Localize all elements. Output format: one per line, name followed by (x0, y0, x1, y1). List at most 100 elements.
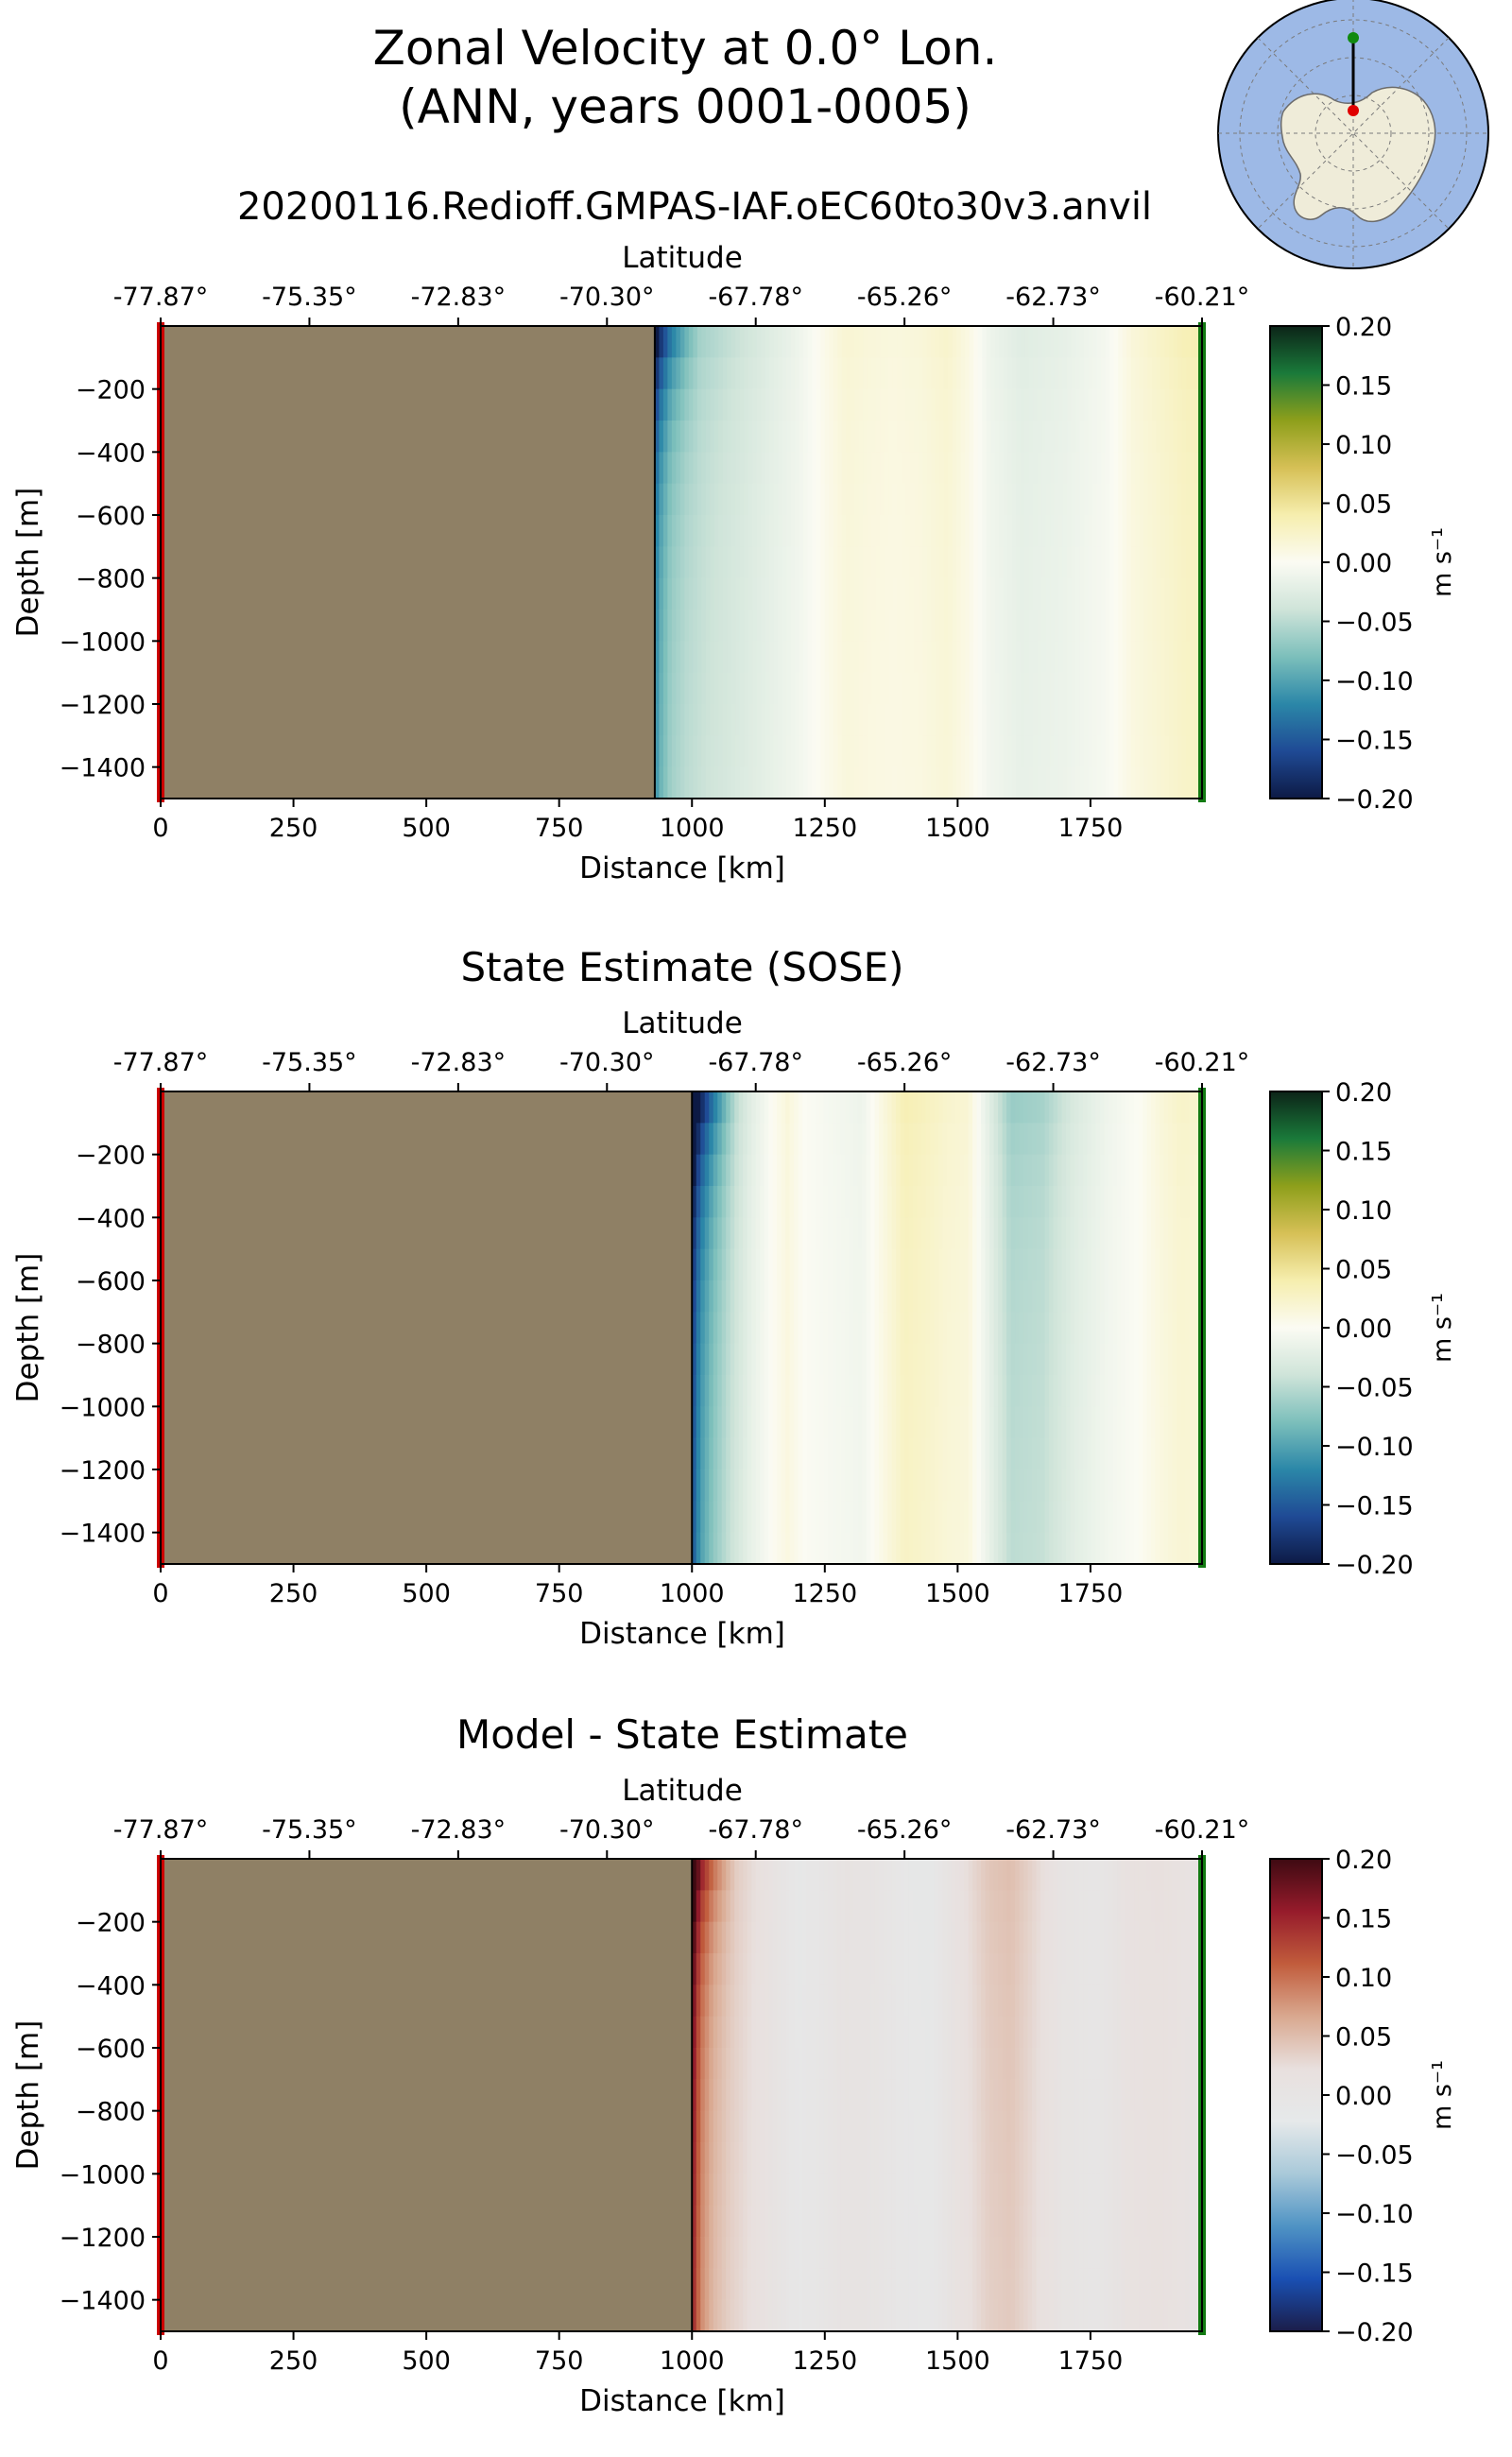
heatmap-cell (785, 1123, 791, 1156)
heatmap-cell (693, 326, 698, 359)
heatmap-cell (832, 1406, 837, 1439)
heatmap-cell (994, 704, 1001, 737)
heatmap-cell (659, 735, 664, 768)
heatmap-cell (1164, 704, 1170, 737)
heatmap-cell (968, 2110, 973, 2143)
heatmap-cell (795, 735, 800, 768)
heatmap-cell (1050, 766, 1056, 799)
heatmap-cell (1058, 421, 1064, 454)
heatmap-cell (891, 1343, 897, 1376)
heatmap-cell (870, 2016, 876, 2049)
heatmap-cell (755, 1532, 762, 1565)
heatmap-cell (1050, 326, 1056, 359)
heatmap-cell (692, 1501, 697, 1534)
heatmap-cell (853, 2142, 859, 2175)
heatmap-cell (1006, 1217, 1012, 1250)
heatmap-cell (662, 672, 669, 705)
heatmap-cell (705, 388, 712, 421)
heatmap-cell (959, 2048, 965, 2081)
heatmap-cell (1164, 735, 1170, 768)
heatmap-cell (914, 735, 919, 768)
heatmap-cell (926, 704, 933, 737)
heatmap-cell (1117, 1501, 1123, 1534)
heatmap-cell (985, 1984, 990, 2018)
heatmap-cell (726, 2110, 731, 2143)
heatmap-cell (888, 610, 894, 643)
heatmap-cell (735, 735, 741, 768)
heatmap-cell (1062, 326, 1068, 359)
heatmap-cell (789, 1154, 795, 1187)
heatmap-cell (1019, 1154, 1024, 1187)
heatmap-cell (1074, 1343, 1080, 1376)
heatmap-cell (828, 1921, 833, 1954)
heatmap-cell (1122, 388, 1127, 421)
heatmap-cell (667, 357, 673, 390)
heatmap-cell (1084, 641, 1090, 674)
heatmap-cell (993, 1123, 999, 1156)
heatmap-cell (1138, 1217, 1143, 1250)
heatmap-cell (772, 1953, 779, 1986)
heatmap-cell (1138, 1186, 1143, 1219)
heatmap-cell (862, 2268, 868, 2301)
heatmap-cell (1122, 610, 1127, 643)
heatmap-cell (790, 577, 797, 610)
heatmap-cell (998, 2237, 1004, 2270)
heatmap-cell (1130, 735, 1136, 768)
heatmap-cell (1015, 1437, 1021, 1470)
heatmap-cell (1028, 704, 1035, 737)
heatmap-cell (845, 2142, 850, 2175)
heatmap-cell (897, 546, 902, 579)
heatmap-cell (667, 577, 673, 610)
heatmap-cell (854, 641, 860, 674)
heatmap-cell (1169, 421, 1175, 454)
heatmap-cell (1105, 766, 1110, 799)
heatmap-cell (659, 388, 664, 421)
heatmap-cell (871, 546, 877, 579)
heatmap-cell (909, 641, 916, 674)
heatmap-cell (1104, 1312, 1109, 1345)
heatmap-cell (751, 1091, 757, 1125)
heatmap-cell (1003, 357, 1009, 390)
heatmap-cell (870, 2079, 876, 2112)
heatmap-cell (998, 1859, 1004, 1892)
heatmap-cell (976, 2237, 982, 2270)
heatmap-cell (802, 1154, 808, 1187)
heatmap-cell (816, 735, 822, 768)
heatmap-cell (917, 1859, 922, 1892)
heatmap-cell (1002, 1532, 1007, 1565)
heatmap-cell (1075, 421, 1081, 454)
heatmap-cell (768, 1501, 774, 1534)
heatmap-cell (985, 2268, 990, 2301)
heatmap-cell (1049, 1280, 1055, 1314)
heatmap-cell (820, 515, 826, 548)
heatmap-cell (955, 1248, 961, 1281)
heatmap-cell (701, 766, 707, 799)
heatmap-cell (913, 1280, 919, 1314)
heatmap-cell (922, 735, 928, 768)
heatmap-cell (760, 1859, 765, 1892)
heatmap-cell (832, 1437, 837, 1470)
heatmap-cell (777, 1343, 782, 1376)
heatmap-cell (1006, 1312, 1012, 1345)
heatmap-cell (1062, 515, 1068, 548)
heatmap-cell (1054, 452, 1059, 485)
heatmap-cell (964, 1953, 970, 1986)
heatmap-cell (965, 326, 971, 359)
heatmap-cell (684, 357, 690, 390)
heatmap-cell (925, 2110, 931, 2143)
heatmap-cell (704, 1921, 711, 1954)
heatmap-cell (909, 326, 916, 359)
heatmap-cell (1118, 704, 1124, 737)
heatmap-cell (1036, 1501, 1041, 1534)
heatmap-cell (947, 1890, 953, 1923)
heatmap-cell (854, 546, 860, 579)
heatmap-cell (1057, 1406, 1063, 1439)
heatmap-cell (887, 1953, 893, 1986)
heatmap-cell (701, 610, 707, 643)
heatmap-cell (892, 704, 899, 737)
heatmap-cell (807, 326, 814, 359)
heatmap-cell (917, 2174, 922, 2207)
heatmap-cell (1002, 1123, 1007, 1156)
heatmap-cell (896, 1984, 902, 2018)
heatmap-cell (1033, 641, 1039, 674)
